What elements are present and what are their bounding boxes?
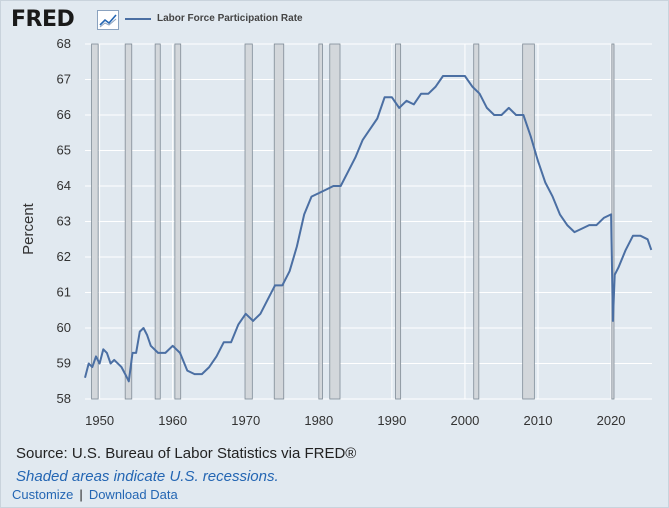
- recession-band: [244, 43, 253, 400]
- x-tick-label: 1980: [304, 413, 333, 428]
- y-tick-label: 61: [57, 285, 71, 300]
- recession-band: [124, 43, 133, 400]
- link-separator: |: [79, 487, 83, 502]
- recession-band: [395, 43, 402, 400]
- y-tick-label: 59: [57, 356, 71, 371]
- x-tick-label: 1990: [377, 413, 406, 428]
- fred-logo[interactable]: FRED: [11, 7, 75, 32]
- source-text: Source: U.S. Bureau of Labor Statistics …: [16, 445, 357, 462]
- recession-band: [522, 43, 535, 400]
- legend-label: Labor Force Participation Rate: [157, 13, 303, 24]
- y-axis-label: Percent: [20, 202, 37, 255]
- recession-band: [318, 43, 323, 400]
- line-chart-icon: [97, 10, 119, 30]
- y-tick-label: 62: [57, 249, 71, 264]
- grid-lines: [85, 43, 652, 400]
- x-tick-label: 1970: [231, 413, 260, 428]
- recession-band: [174, 43, 182, 400]
- y-tick-label: 58: [57, 391, 71, 406]
- x-tick-labels: 1950 1960 1970 1980 1990 2000 2010 2020: [85, 413, 625, 428]
- y-tick-label: 64: [57, 178, 71, 193]
- recession-band: [91, 43, 99, 400]
- y-tick-label: 65: [57, 143, 71, 158]
- series-line: [84, 75, 653, 383]
- y-tick-label: 60: [57, 320, 71, 335]
- x-tick-label: 1960: [158, 413, 187, 428]
- x-tick-label: 2020: [597, 413, 626, 428]
- recession-band: [329, 43, 341, 400]
- x-tick-label: 2010: [524, 413, 553, 428]
- y-tick-label: 67: [57, 72, 71, 87]
- x-tick-label: 1950: [85, 413, 114, 428]
- y-tick-label: 66: [57, 107, 71, 122]
- recession-note: Shaded areas indicate U.S. recessions.: [16, 468, 279, 485]
- series-lines: [84, 75, 653, 383]
- recession-band: [273, 43, 285, 400]
- y-tick-label: 63: [57, 214, 71, 229]
- y-tick-label: 68: [57, 36, 71, 51]
- recession-band: [154, 43, 161, 400]
- y-tick-labels: 58 59 60 61 62 63 64 65 66 67 68: [57, 36, 71, 406]
- download-data-link[interactable]: Download Data: [88, 487, 178, 502]
- footer-links: Customize | Download Data: [12, 487, 178, 502]
- recession-band: [473, 43, 480, 400]
- legend-swatch: [125, 18, 151, 20]
- customize-link[interactable]: Customize: [12, 487, 74, 502]
- x-tick-label: 2000: [450, 413, 479, 428]
